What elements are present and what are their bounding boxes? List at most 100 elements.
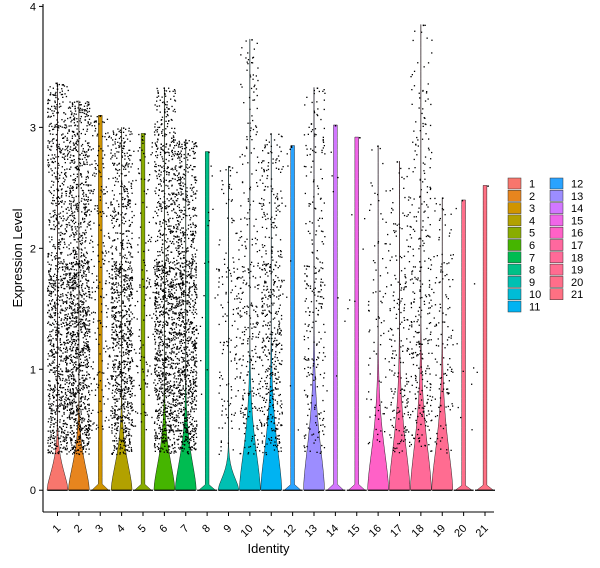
x-tick-label-19: 19	[431, 523, 448, 540]
violin-group-12	[282, 145, 303, 491]
legend-swatch-11	[507, 300, 522, 313]
x-tick-label-10: 10	[239, 523, 256, 540]
legend-item-12: 12	[549, 177, 583, 191]
x-tick-label-15: 15	[345, 523, 362, 540]
jitter-points-16	[367, 145, 390, 445]
jitter-points-9	[218, 166, 240, 455]
jitter-points-18	[410, 24, 433, 452]
legend-label-14: 14	[571, 203, 583, 215]
x-axis-title: Identity	[248, 541, 290, 556]
jitter-points-6	[153, 87, 177, 454]
x-tick-label-6: 6	[157, 523, 170, 536]
legend-label-21: 21	[571, 289, 583, 301]
legend-item-13: 13	[549, 190, 583, 203]
legend-item-7: 7	[507, 251, 535, 264]
legend-item-5: 5	[507, 226, 535, 240]
jitter-points-20	[455, 199, 476, 431]
x-tick-label-13: 13	[303, 523, 320, 540]
x-tick-label-9: 9	[222, 523, 235, 536]
legend-label-2: 2	[529, 191, 535, 203]
violin-group-1	[46, 82, 70, 491]
legend-label-13: 13	[571, 191, 583, 203]
violin-7	[175, 139, 197, 491]
x-tick-label-12: 12	[281, 523, 298, 540]
jitter-points-17	[389, 161, 412, 454]
x-tick-label-21: 21	[474, 523, 491, 540]
violin-group-18	[410, 24, 433, 491]
legend-label-15: 15	[571, 215, 583, 227]
legend-item-2: 2	[507, 190, 535, 203]
y-tick-label-4: 4	[30, 1, 36, 13]
jitter-points-14	[326, 125, 346, 392]
y-tick-label-0: 0	[30, 485, 36, 497]
legend-label-10: 10	[529, 289, 541, 301]
jitter-points-4	[111, 127, 134, 456]
legend-swatch-7	[507, 251, 522, 264]
violin-group-4	[110, 127, 134, 491]
violin-group-5	[132, 133, 155, 491]
y-axis-ticks: 0 1 2 3 4	[30, 1, 43, 497]
legend-label-1: 1	[529, 179, 535, 191]
jitter-points-19	[431, 197, 454, 454]
legend-label-7: 7	[529, 252, 535, 264]
violin-group-9	[217, 165, 240, 491]
jitter-points-3	[89, 115, 112, 431]
legend-label-4: 4	[529, 215, 535, 227]
jitter-points-12	[282, 145, 299, 431]
violin-16	[367, 145, 389, 491]
violin-group-21	[475, 185, 495, 491]
legend-label-9: 9	[529, 277, 535, 289]
legend-swatch-18	[549, 251, 564, 264]
legend-swatch-8	[507, 263, 522, 276]
violin-15	[347, 136, 366, 491]
legend-label-3: 3	[529, 203, 535, 215]
legend-item-4: 4	[507, 214, 535, 227]
legend-item-6: 6	[507, 239, 535, 252]
violin-10	[239, 38, 261, 491]
x-tick-label-4: 4	[115, 523, 128, 536]
violin-group-17	[388, 161, 412, 491]
x-tick-label-7: 7	[179, 523, 192, 536]
legend-item-17: 17	[549, 239, 583, 252]
x-tick-label-14: 14	[324, 523, 341, 540]
jitter-points-10	[239, 39, 262, 455]
violin-group-11	[260, 133, 283, 491]
violin-group-8	[197, 151, 219, 491]
violin-14	[326, 124, 345, 491]
violin-group-3	[89, 115, 112, 491]
violin-9	[217, 165, 240, 491]
legend-swatch-1	[507, 177, 522, 190]
violin-group-16	[367, 145, 390, 491]
violin-group-20	[453, 199, 476, 491]
legend-label-5: 5	[529, 228, 535, 240]
jitter-points-15	[347, 137, 368, 400]
legend-label-19: 19	[571, 265, 583, 277]
violin-12	[283, 145, 302, 491]
legend-swatch-17	[549, 239, 564, 251]
jitter-points-8	[197, 151, 219, 395]
y-tick-label-1: 1	[30, 364, 36, 376]
x-tick-label-5: 5	[136, 523, 149, 536]
violin-8	[198, 151, 217, 491]
violin-group-2	[68, 100, 91, 491]
jitter-points-13	[303, 87, 326, 454]
legend-swatch-19	[549, 263, 564, 276]
legend-swatch-9	[507, 276, 522, 288]
legend-item-14: 14	[549, 202, 583, 215]
x-tick-label-8: 8	[200, 523, 213, 536]
legend-item-21: 21	[549, 288, 583, 301]
legend-item-16: 16	[549, 226, 583, 240]
violin-20	[454, 199, 473, 491]
violin-group-19	[431, 197, 454, 491]
x-tick-label-16: 16	[367, 523, 384, 540]
violin-5	[134, 133, 152, 491]
legend-item-19: 19	[549, 263, 583, 277]
x-tick-label-3: 3	[93, 523, 106, 536]
legend-swatch-16	[549, 226, 564, 239]
legend-label-20: 20	[571, 277, 583, 289]
legend-item-15: 15	[549, 214, 583, 227]
legend-item-3: 3	[507, 202, 535, 215]
violin-group-14	[325, 124, 346, 491]
